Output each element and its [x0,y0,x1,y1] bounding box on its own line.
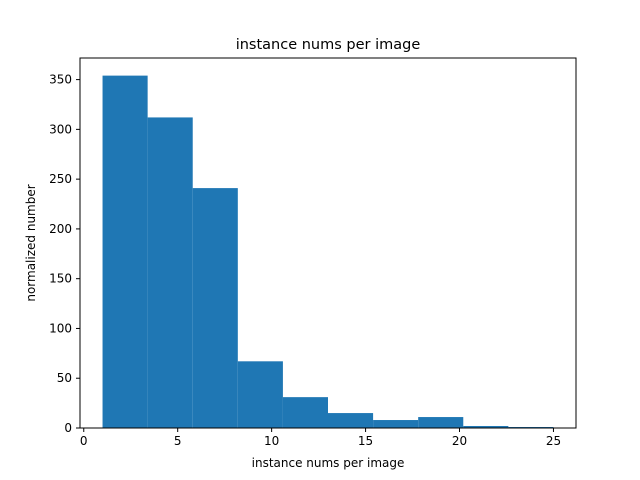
x-tick-label: 25 [546,434,561,448]
histogram-bar-7 [373,420,419,428]
y-tick-label: 0 [64,421,72,435]
histogram-bar-1 [102,75,148,428]
y-tick-label: 50 [57,371,72,385]
histogram-bar-9 [463,426,509,428]
histogram-bar-3 [192,188,238,428]
x-tick-label: 5 [174,434,182,448]
x-tick-label: 15 [358,434,373,448]
x-axis-ticks: 0 5 10 15 20 25 [80,428,561,448]
y-tick-label: 100 [49,321,72,335]
x-tick-label: 0 [80,434,88,448]
x-tick-label: 10 [264,434,279,448]
y-tick-label: 300 [49,122,72,136]
x-axis-label: instance nums per image [252,456,405,470]
y-axis-label: normalized number [24,184,38,301]
x-tick-label: 20 [452,434,467,448]
histogram-bar-5 [282,397,328,428]
y-tick-label: 250 [49,172,72,186]
y-axis-ticks: 0 50 100 150 200 250 300 350 [49,73,80,435]
histogram-bar-8 [418,417,464,428]
y-tick-label: 350 [49,73,72,87]
y-tick-label: 200 [49,222,72,236]
histogram-bar-4 [237,361,283,428]
y-tick-label: 150 [49,272,72,286]
bars-group [102,75,554,429]
plot-frame [79,57,577,429]
histogram-bar-6 [328,413,374,428]
histogram-bar-2 [147,117,193,429]
chart-title: instance nums per image [236,37,421,53]
